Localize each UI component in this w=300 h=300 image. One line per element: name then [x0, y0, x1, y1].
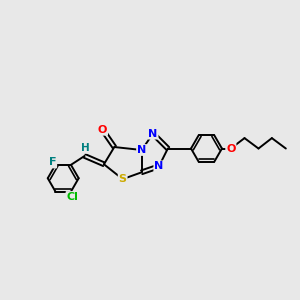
Text: O: O [226, 143, 236, 154]
Text: F: F [49, 158, 56, 167]
Text: S: S [119, 174, 127, 184]
Text: N: N [154, 161, 164, 171]
Text: O: O [98, 125, 107, 135]
Text: Cl: Cl [67, 192, 78, 202]
Text: H: H [81, 143, 90, 153]
Text: N: N [148, 129, 158, 139]
Text: N: N [137, 145, 146, 155]
